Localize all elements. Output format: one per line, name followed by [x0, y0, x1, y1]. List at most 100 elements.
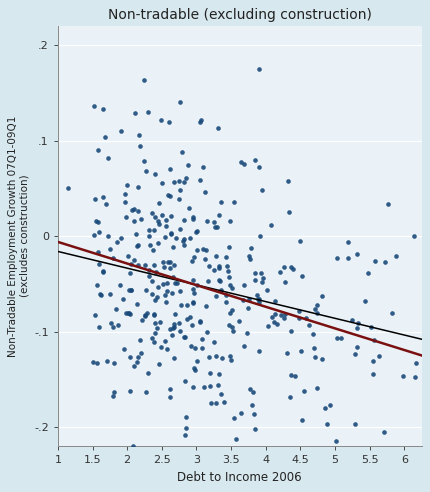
Point	[102, 200, 109, 208]
Point	[225, 243, 232, 251]
Point	[238, 158, 245, 166]
Point	[248, 245, 255, 252]
Point	[223, 299, 230, 307]
Point	[158, 116, 165, 123]
Point	[124, 182, 131, 189]
Point	[135, 131, 142, 139]
Point	[298, 272, 305, 280]
Point	[126, 309, 133, 317]
Point	[163, 344, 170, 352]
Point	[229, 306, 236, 314]
Point	[170, 261, 177, 269]
Point	[354, 324, 361, 332]
Point	[399, 372, 406, 380]
Point	[246, 252, 253, 260]
Point	[107, 245, 114, 253]
Point	[314, 302, 321, 309]
Point	[354, 319, 361, 327]
Point	[150, 310, 157, 318]
Point	[125, 286, 132, 294]
Point	[352, 350, 359, 358]
Point	[136, 337, 143, 344]
Point	[182, 424, 189, 431]
Point	[370, 357, 377, 365]
Point	[170, 355, 177, 363]
Point	[135, 354, 142, 362]
Point	[213, 292, 220, 300]
Point	[146, 272, 153, 279]
Point	[229, 323, 236, 331]
Point	[204, 277, 211, 284]
Point	[152, 319, 159, 327]
Point	[276, 268, 283, 276]
Point	[208, 399, 215, 407]
Point	[142, 286, 149, 294]
Point	[179, 237, 186, 245]
Point	[306, 321, 313, 329]
Point	[119, 295, 126, 303]
Point	[189, 322, 196, 330]
Point	[152, 296, 159, 304]
Point	[146, 232, 153, 240]
Point	[200, 163, 207, 171]
Point	[123, 213, 129, 221]
Point	[345, 238, 352, 246]
Point	[272, 310, 279, 318]
Point	[138, 349, 145, 357]
Point	[128, 260, 135, 268]
Point	[120, 345, 127, 353]
Point	[110, 254, 117, 262]
Point	[318, 292, 325, 300]
Point	[206, 353, 213, 361]
Point	[123, 309, 129, 317]
Point	[122, 190, 129, 198]
Point	[204, 217, 211, 225]
Point	[213, 352, 220, 360]
Point	[290, 265, 297, 273]
Point	[132, 109, 138, 117]
Point	[167, 229, 174, 237]
Point	[122, 198, 129, 206]
Point	[110, 323, 117, 331]
Point	[169, 289, 176, 297]
Point	[344, 254, 351, 262]
Point	[190, 299, 197, 307]
Point	[271, 318, 278, 326]
Point	[268, 313, 275, 321]
Point	[128, 286, 135, 294]
Point	[188, 257, 195, 265]
Point	[283, 349, 290, 357]
Point	[180, 333, 187, 341]
Point	[133, 358, 140, 366]
Point	[354, 250, 361, 258]
Point	[110, 388, 117, 396]
Point	[197, 118, 203, 125]
Point	[199, 246, 206, 253]
Point	[183, 413, 190, 421]
Point	[258, 186, 265, 194]
Point	[179, 148, 186, 155]
Point	[199, 343, 206, 351]
Point	[284, 177, 291, 185]
Point	[150, 338, 157, 346]
Point	[187, 234, 194, 242]
Point	[100, 105, 107, 113]
Point	[142, 261, 149, 269]
Point	[298, 347, 304, 355]
Point	[142, 167, 149, 175]
Point	[287, 263, 294, 271]
Point	[95, 146, 101, 154]
Point	[167, 213, 174, 220]
Point	[337, 334, 344, 341]
Point	[176, 319, 183, 327]
Point	[353, 343, 360, 351]
Point	[177, 287, 184, 295]
Point	[227, 356, 234, 364]
Point	[162, 222, 169, 230]
Point	[184, 301, 190, 308]
Point	[147, 242, 154, 249]
Point	[173, 279, 180, 287]
Point	[142, 312, 149, 320]
Point	[152, 329, 159, 337]
Y-axis label: Non-Tradable Employment Growth 07Q1-09Q1
(excludes construction): Non-Tradable Employment Growth 07Q1-09Q1…	[8, 116, 30, 357]
